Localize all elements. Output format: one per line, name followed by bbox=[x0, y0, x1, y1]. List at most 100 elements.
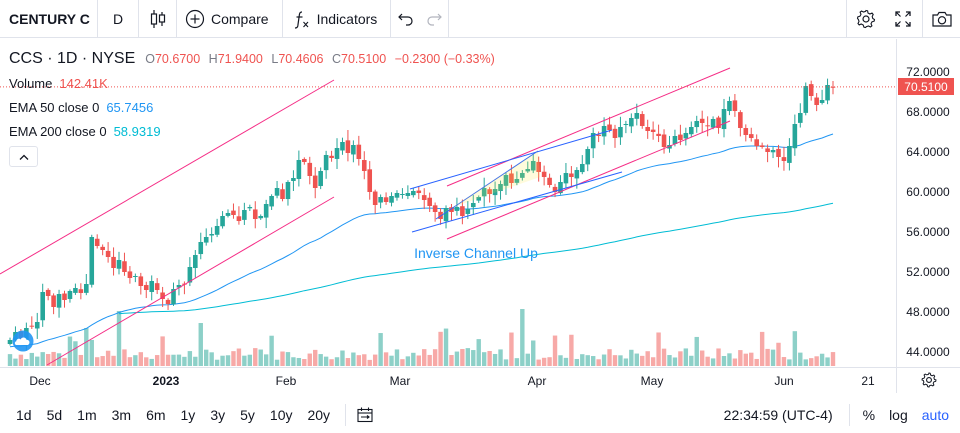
legend-volume-row[interactable]: Volume 142.41K bbox=[9, 71, 500, 95]
candle-body bbox=[247, 207, 253, 209]
time-label-feb: Feb bbox=[276, 374, 297, 388]
high-label: H bbox=[208, 52, 218, 66]
chart-type-button[interactable] bbox=[139, 0, 177, 38]
legend-ema50-row[interactable]: EMA 50 close 0 65.7456 bbox=[9, 95, 500, 119]
candle-body bbox=[688, 127, 694, 135]
range-3y[interactable]: 3y bbox=[210, 406, 226, 423]
candle-body bbox=[716, 117, 721, 128]
candle-body bbox=[547, 177, 552, 185]
volume-bar bbox=[400, 359, 405, 366]
candle-body bbox=[563, 173, 569, 184]
range-1d[interactable]: 1d bbox=[16, 406, 32, 423]
volume-bar bbox=[291, 357, 296, 366]
redo-button[interactable] bbox=[420, 0, 450, 38]
volume-bar bbox=[776, 342, 781, 366]
candle-body bbox=[62, 293, 67, 300]
volume-bar bbox=[78, 354, 84, 366]
symbol-search[interactable]: CENTURY C bbox=[0, 0, 98, 38]
candle-body bbox=[814, 97, 819, 105]
candle-body bbox=[383, 197, 389, 202]
volume-bar bbox=[411, 352, 416, 366]
chart-area[interactable]: Inverse Channel Up 44.0000 48.0000 52.0000 5… bbox=[0, 39, 960, 367]
volume-bar bbox=[116, 311, 122, 366]
price-tick-label: 48.0000 bbox=[906, 305, 950, 319]
volume-bar bbox=[242, 355, 247, 366]
candle-body bbox=[432, 205, 438, 212]
undo-button[interactable] bbox=[391, 0, 420, 38]
gear-icon bbox=[856, 9, 875, 29]
candle-body bbox=[552, 186, 558, 192]
settings-button[interactable] bbox=[846, 0, 884, 38]
cloud-logo-icon bbox=[12, 330, 34, 352]
candle-body bbox=[89, 237, 95, 285]
clock-timezone[interactable]: 22:34:59 (UTC-4) bbox=[724, 403, 850, 426]
pattern-label: Inverse Channel Up bbox=[414, 245, 538, 261]
range-10y[interactable]: 10y bbox=[269, 406, 293, 423]
price-chart[interactable]: Inverse Channel Up 44.0000 48.0000 52.0000 5… bbox=[0, 39, 960, 367]
volume-bar bbox=[356, 355, 362, 366]
interval-button[interactable]: D bbox=[98, 0, 139, 38]
volume-bar bbox=[296, 357, 302, 366]
legend-ema200-row[interactable]: EMA 200 close 0 58.9319 bbox=[9, 119, 500, 143]
volume-bar bbox=[607, 349, 612, 366]
fullscreen-button[interactable] bbox=[884, 0, 922, 38]
volume-bar bbox=[13, 358, 18, 366]
range-3m[interactable]: 3m bbox=[111, 406, 132, 423]
candle-body bbox=[291, 178, 296, 181]
undo-icon bbox=[397, 13, 413, 26]
auto-toggle[interactable]: auto bbox=[921, 406, 949, 423]
time-axis[interactable]: Dec 2023 Feb Mar Apr May Jun 21 bbox=[0, 367, 960, 393]
price-tick-label: 56.0000 bbox=[906, 225, 950, 239]
volume-bar bbox=[280, 351, 285, 366]
candle-body bbox=[672, 136, 678, 144]
axis-settings-gear-icon[interactable] bbox=[921, 372, 937, 388]
candle-body bbox=[51, 295, 56, 307]
indicators-button[interactable]: Indicators bbox=[283, 0, 392, 38]
legend-main-row: CCS · 1D · NYSE O70.6700 H71.9400 L70.46… bbox=[9, 47, 500, 71]
candle-body bbox=[454, 207, 460, 211]
candle-body bbox=[67, 291, 73, 299]
compare-button[interactable]: Compare bbox=[177, 0, 283, 38]
range-6m[interactable]: 6m bbox=[146, 406, 166, 423]
range-20y[interactable]: 20y bbox=[307, 406, 331, 423]
candle-body bbox=[56, 294, 62, 308]
change-value: −0.2300 (−0.33%) bbox=[394, 52, 495, 66]
channel2-upper-line bbox=[446, 67, 731, 187]
range-1y[interactable]: 1y bbox=[180, 406, 196, 423]
candle-body bbox=[629, 118, 634, 127]
compare-label: Compare bbox=[211, 10, 269, 27]
volume-bar bbox=[798, 352, 803, 366]
range-1m[interactable]: 1m bbox=[77, 406, 97, 423]
volume-bar bbox=[432, 349, 438, 366]
volume-bar bbox=[231, 351, 236, 366]
volume-bar bbox=[220, 355, 225, 366]
candle-body bbox=[787, 146, 792, 163]
volume-bar bbox=[596, 359, 601, 366]
legend-collapse-button[interactable] bbox=[9, 146, 38, 167]
range-5y[interactable]: 5y bbox=[240, 406, 255, 423]
legend-symbol-title[interactable]: CCS · 1D · NYSE bbox=[9, 50, 136, 67]
tradingview-logo[interactable] bbox=[10, 330, 36, 357]
percent-toggle[interactable]: % bbox=[862, 406, 876, 423]
candle-body bbox=[411, 191, 416, 196]
volume-bar bbox=[678, 351, 683, 366]
volume-bar bbox=[781, 357, 787, 366]
volume-bar bbox=[585, 355, 590, 366]
candle-body bbox=[721, 109, 727, 130]
volume-bar bbox=[541, 357, 547, 366]
bottom-right: 22:34:59 (UTC-4) % log auto bbox=[724, 396, 960, 433]
range-5d[interactable]: 5d bbox=[46, 406, 63, 423]
pattern-lower-line bbox=[411, 171, 623, 233]
chevron-up-icon bbox=[19, 154, 28, 160]
snapshot-button[interactable] bbox=[922, 0, 960, 38]
candle-body bbox=[296, 160, 302, 179]
candle-body bbox=[803, 86, 809, 113]
volume-bar bbox=[56, 353, 62, 366]
log-toggle[interactable]: log bbox=[889, 406, 908, 423]
volume-bar bbox=[634, 353, 639, 366]
candle-body bbox=[367, 169, 373, 192]
volume-bar bbox=[574, 358, 580, 366]
calendar-range-icon[interactable] bbox=[356, 406, 374, 424]
volume-bar bbox=[721, 355, 727, 366]
volume-bar bbox=[449, 355, 454, 366]
